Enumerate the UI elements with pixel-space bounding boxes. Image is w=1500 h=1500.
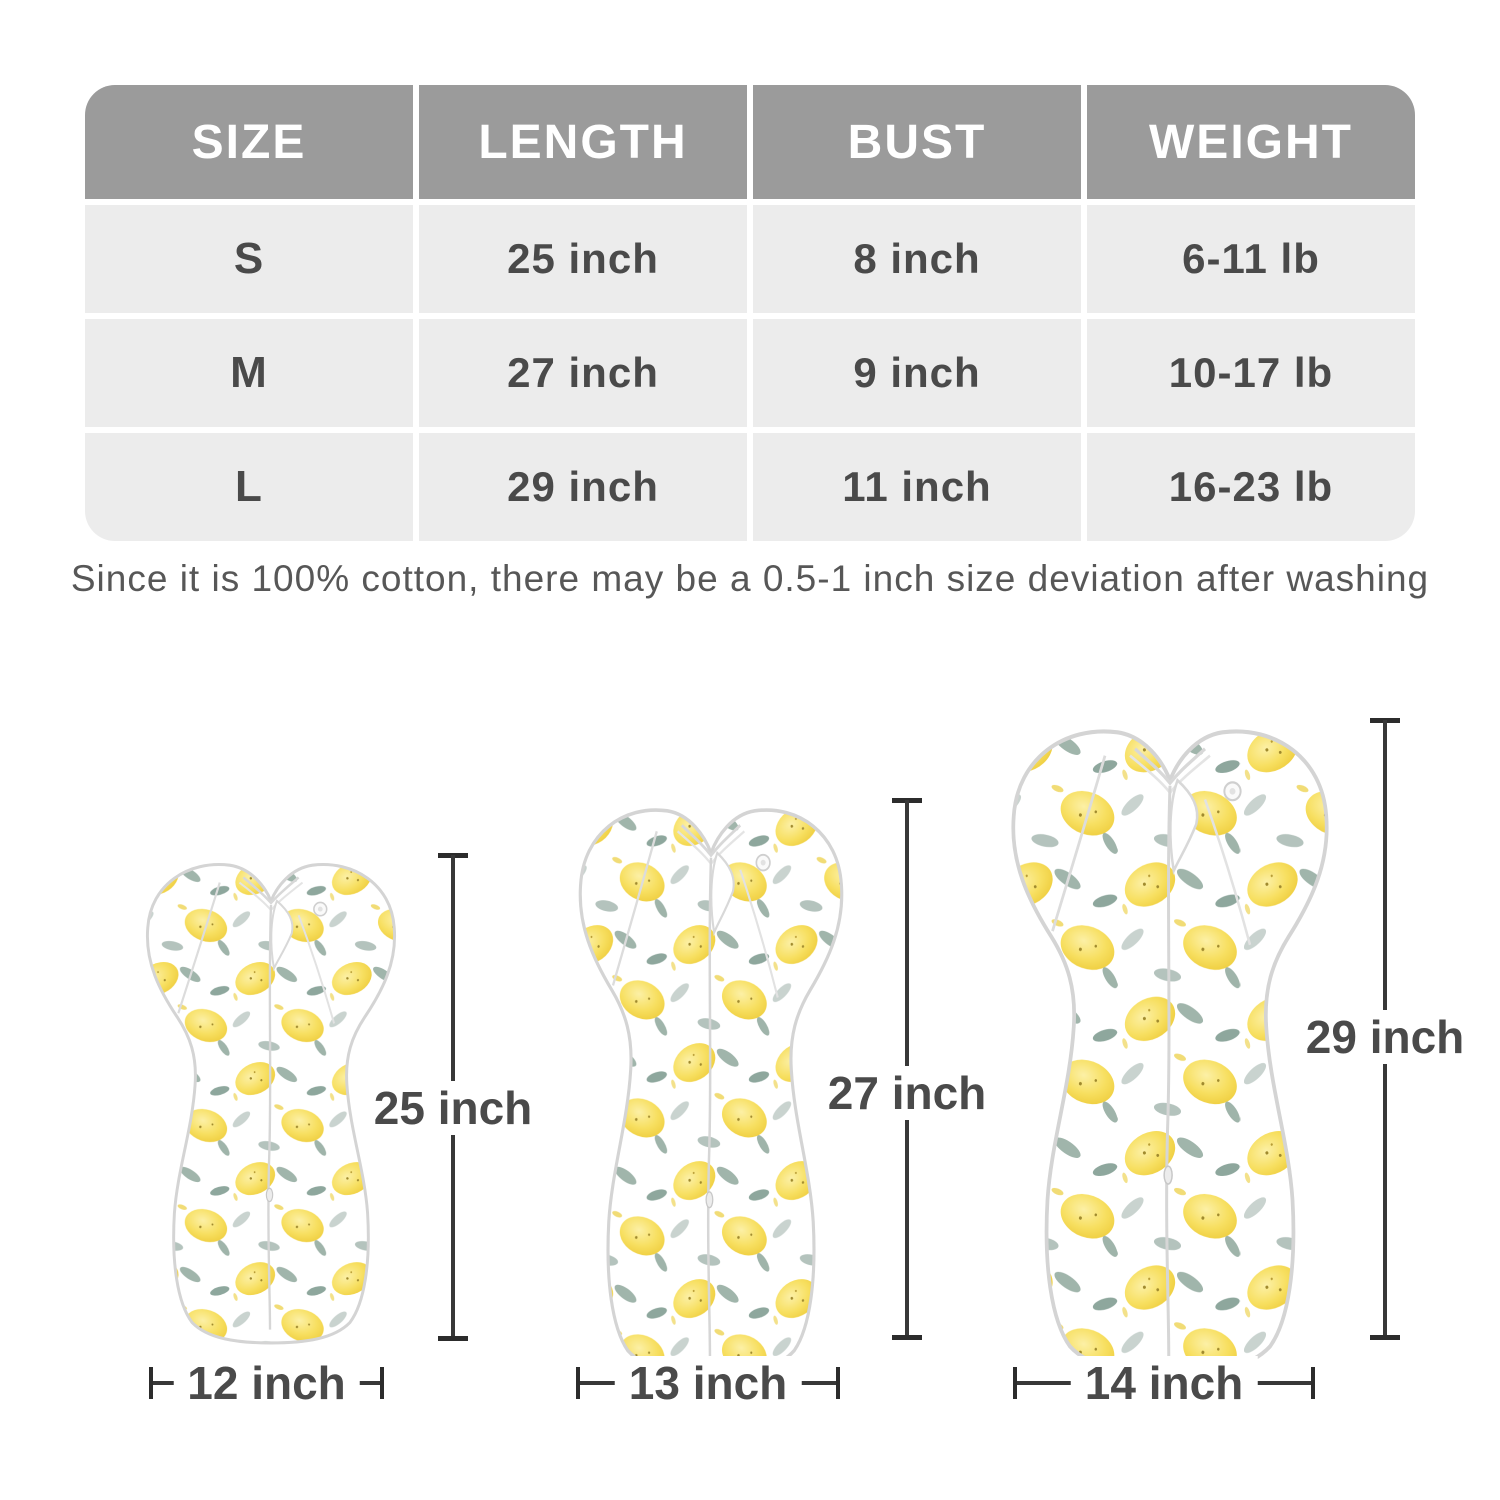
washing-note: Since it is 100% cotton, there may be a … xyxy=(70,558,1430,599)
table-cell-size-s: S xyxy=(85,205,413,313)
dimension-cap-right xyxy=(1311,1367,1315,1399)
table-header-length: LENGTH xyxy=(419,85,747,199)
table-cell-bust-s: 8 inch xyxy=(753,205,1081,313)
dimension-cap-right xyxy=(380,1367,384,1399)
table-header-weight: WEIGHT xyxy=(1087,85,1415,199)
table-cell-weight-l: 16-23 lb xyxy=(1087,433,1415,541)
dimension-cap-left xyxy=(149,1367,153,1399)
dimension-cap-right xyxy=(836,1367,840,1399)
size-table: SIZE LENGTH BUST WEIGHT S 25 inch 8 inch… xyxy=(85,85,1415,541)
dimension-cap-left xyxy=(576,1367,580,1399)
dimension-cap-bottom xyxy=(1370,1335,1400,1340)
table-cell-size-l: L xyxy=(85,433,413,541)
length-label-large: 29 inch xyxy=(1291,1010,1479,1064)
length-dimension-line-small: 25 inch xyxy=(359,853,547,1341)
table-cell-bust-l: 11 inch xyxy=(753,433,1081,541)
table-cell-weight-s: 6-11 lb xyxy=(1087,205,1415,313)
dimension-cap-left xyxy=(1013,1367,1017,1399)
width-dimension-line-small: 12 inch xyxy=(149,1356,384,1410)
width-dimension-line-medium: 13 inch xyxy=(576,1356,840,1410)
dimension-cap-bottom xyxy=(892,1335,922,1340)
length-label-small: 25 inch xyxy=(359,1081,547,1135)
length-dimension-line-large: 29 inch xyxy=(1291,718,1479,1340)
width-label-large: 14 inch xyxy=(1070,1356,1258,1410)
width-label-small: 12 inch xyxy=(173,1356,360,1410)
dimension-cap-bottom xyxy=(438,1336,468,1341)
table-cell-weight-m: 10-17 lb xyxy=(1087,319,1415,427)
table-cell-bust-m: 9 inch xyxy=(753,319,1081,427)
table-header-size: SIZE xyxy=(85,85,413,199)
length-label-medium: 27 inch xyxy=(813,1066,1001,1120)
table-header-bust: BUST xyxy=(753,85,1081,199)
table-cell-size-m: M xyxy=(85,319,413,427)
table-cell-length-m: 27 inch xyxy=(419,319,747,427)
width-label-medium: 13 inch xyxy=(614,1356,802,1410)
table-cell-length-l: 29 inch xyxy=(419,433,747,541)
length-dimension-line-medium: 27 inch xyxy=(813,798,1001,1340)
table-cell-length-s: 25 inch xyxy=(419,205,747,313)
width-dimension-line-large: 14 inch xyxy=(1013,1356,1315,1410)
